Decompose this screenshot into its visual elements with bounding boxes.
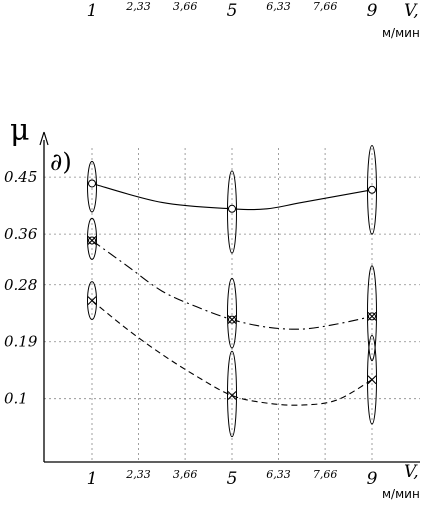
x-tick-label: 3,66 bbox=[173, 468, 198, 481]
y-tick-label: 0.45 bbox=[4, 168, 37, 186]
top-x-tick-label: 9 bbox=[367, 1, 378, 21]
x-tick-label: 9 bbox=[367, 469, 378, 489]
grid bbox=[44, 148, 420, 462]
x-tick-label: 6,33 bbox=[266, 468, 291, 481]
scatter-ellipse bbox=[227, 277, 237, 349]
data-point-circle bbox=[228, 204, 236, 213]
data-point-cross bbox=[227, 315, 237, 324]
series-line-3 bbox=[91, 300, 373, 406]
y-tick-label: 0.19 bbox=[4, 333, 38, 351]
top-x-tick-label: 6,33 bbox=[266, 0, 291, 13]
y-axis-label: μ bbox=[10, 113, 30, 148]
y-ticks: 0.45 0.36 0.28 0.19 0.1 bbox=[4, 168, 38, 408]
y-tick-label: 0.28 bbox=[4, 276, 37, 294]
scatter-ellipse bbox=[87, 160, 97, 213]
y-tick-label: 0.1 bbox=[4, 390, 28, 408]
top-x-axis: 1 2,33 3,66 5 6,33 7,66 9 V, м/мин bbox=[87, 0, 420, 40]
y-axis-arrow bbox=[39, 131, 49, 146]
axes bbox=[39, 131, 420, 463]
series-markers bbox=[87, 179, 377, 400]
y-tick-label: 0.36 bbox=[4, 225, 38, 243]
top-x-axis-unit: м/мин bbox=[382, 26, 420, 40]
x-tick-label: 2,33 bbox=[125, 468, 151, 481]
data-point-cross bbox=[227, 391, 237, 400]
top-x-tick-label: 1 bbox=[87, 1, 98, 21]
series-line-1 bbox=[91, 182, 373, 211]
data-point-cross bbox=[367, 312, 377, 321]
scatter-ellipse bbox=[367, 265, 377, 362]
x-ticks: 1 2,33 3,66 5 6,33 7,66 9 bbox=[87, 468, 378, 489]
top-x-tick-label: 3,66 bbox=[173, 0, 198, 13]
x-axis-unit: м/мин bbox=[382, 487, 420, 501]
data-point-cross bbox=[367, 375, 377, 385]
x-axis-label: V, bbox=[404, 462, 419, 482]
data-point-circle bbox=[88, 179, 96, 188]
top-x-tick-label: 2,33 bbox=[125, 0, 151, 13]
panel-label: ∂) bbox=[50, 148, 72, 176]
x-tick-label: 1 bbox=[87, 469, 98, 489]
x-tick-label: 7,66 bbox=[313, 468, 338, 481]
x-tick-label: 5 bbox=[227, 469, 238, 489]
scatter-ellipse bbox=[367, 334, 377, 425]
top-x-tick-label: 7,66 bbox=[313, 0, 338, 13]
scatter-ellipse bbox=[87, 281, 97, 321]
data-point-cross bbox=[87, 236, 97, 245]
scatter-ellipse bbox=[227, 170, 237, 254]
scatter-ellipse bbox=[367, 145, 377, 235]
top-x-axis-label: V, bbox=[404, 1, 419, 21]
scatter-ellipse bbox=[87, 217, 97, 260]
data-point-circle bbox=[368, 185, 376, 194]
top-x-tick-label: 5 bbox=[227, 1, 238, 21]
data-point-cross bbox=[87, 296, 97, 305]
